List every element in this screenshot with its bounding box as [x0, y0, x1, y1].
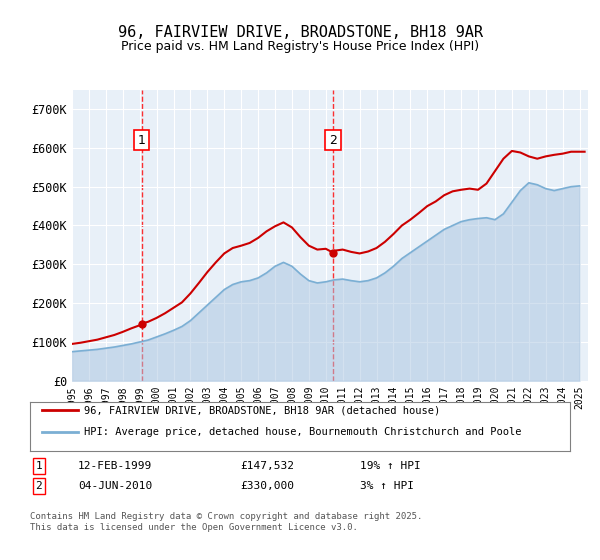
- Text: 04-JUN-2010: 04-JUN-2010: [78, 481, 152, 491]
- Text: 1: 1: [35, 461, 43, 471]
- Text: 96, FAIRVIEW DRIVE, BROADSTONE, BH18 9AR (detached house): 96, FAIRVIEW DRIVE, BROADSTONE, BH18 9AR…: [84, 405, 440, 416]
- Text: 3% ↑ HPI: 3% ↑ HPI: [360, 481, 414, 491]
- Text: 2: 2: [329, 134, 337, 147]
- Text: HPI: Average price, detached house, Bournemouth Christchurch and Poole: HPI: Average price, detached house, Bour…: [84, 427, 521, 437]
- Text: 2: 2: [35, 481, 43, 491]
- Text: 1: 1: [138, 134, 146, 147]
- Text: £147,532: £147,532: [240, 461, 294, 471]
- Text: £330,000: £330,000: [240, 481, 294, 491]
- Text: Contains HM Land Registry data © Crown copyright and database right 2025.
This d: Contains HM Land Registry data © Crown c…: [30, 512, 422, 532]
- Text: Price paid vs. HM Land Registry's House Price Index (HPI): Price paid vs. HM Land Registry's House …: [121, 40, 479, 53]
- Text: 19% ↑ HPI: 19% ↑ HPI: [360, 461, 421, 471]
- Text: 96, FAIRVIEW DRIVE, BROADSTONE, BH18 9AR: 96, FAIRVIEW DRIVE, BROADSTONE, BH18 9AR: [118, 25, 482, 40]
- Text: 12-FEB-1999: 12-FEB-1999: [78, 461, 152, 471]
